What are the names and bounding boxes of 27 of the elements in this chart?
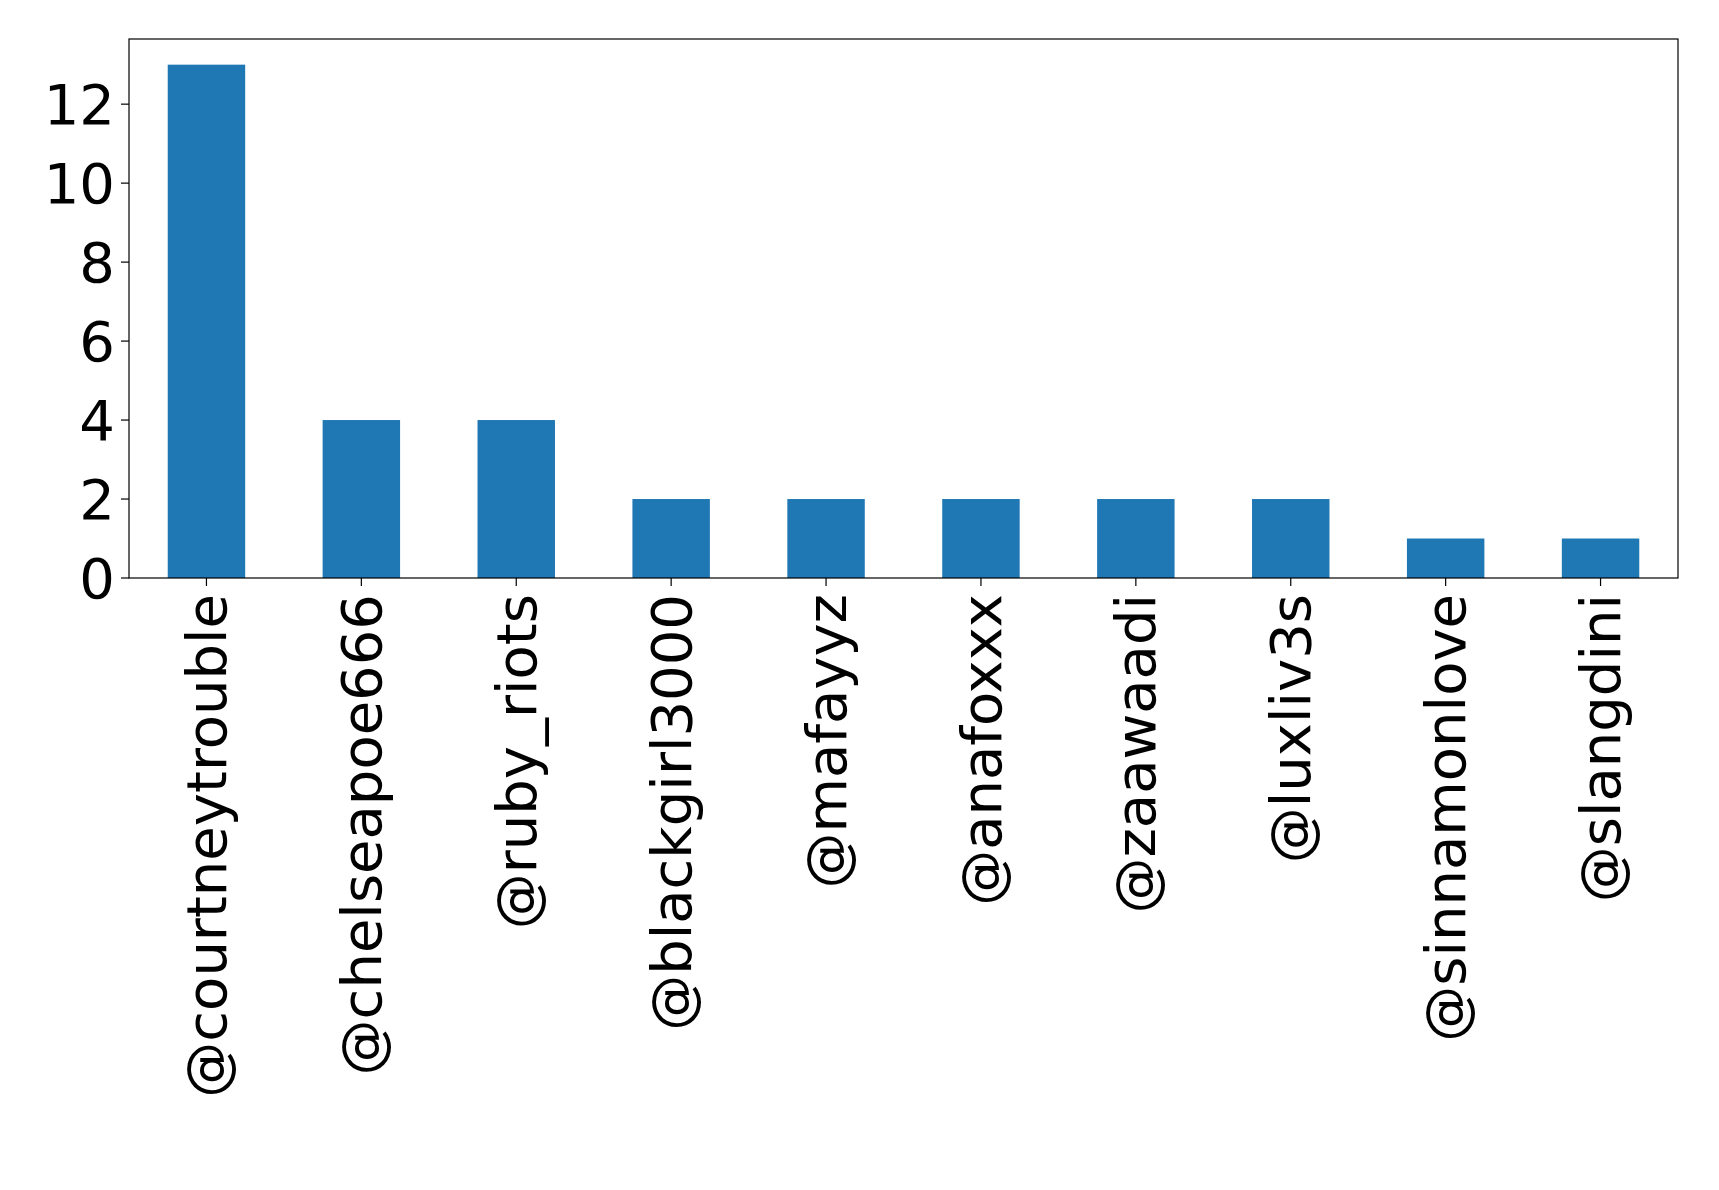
x-tick-label: @anafoxxx bbox=[948, 594, 1014, 906]
y-tick-label: 8 bbox=[79, 229, 115, 295]
bar bbox=[1406, 538, 1485, 578]
x-tick-label: @slangdini bbox=[1568, 594, 1634, 903]
bar bbox=[167, 64, 246, 578]
x-tick-label: @luxliv3s bbox=[1258, 594, 1324, 864]
x-tick-label: @chelseapoe666 bbox=[328, 594, 394, 1076]
x-tick-label: @courtneytrouble bbox=[174, 594, 240, 1098]
x-tick-label: @sinnamonlove bbox=[1413, 594, 1479, 1042]
y-tick-label: 6 bbox=[79, 308, 115, 374]
bar bbox=[1097, 499, 1175, 578]
x-tick-label: @ruby_riots bbox=[483, 594, 549, 930]
y-tick-label: 0 bbox=[79, 545, 115, 611]
bar bbox=[787, 499, 865, 578]
bar bbox=[1252, 499, 1330, 578]
y-tick-label: 12 bbox=[43, 71, 115, 137]
y-tick-label: 4 bbox=[79, 387, 115, 453]
bar bbox=[322, 420, 401, 578]
bar bbox=[1561, 538, 1640, 578]
x-tick-label: @zaawaadi bbox=[1103, 594, 1169, 914]
x-tick-label: @blackgirl3000 bbox=[638, 594, 704, 1031]
bar bbox=[632, 499, 710, 578]
y-tick-label: 10 bbox=[43, 150, 115, 216]
y-tick-label: 2 bbox=[79, 466, 115, 532]
x-tick-label: @mafayyz bbox=[793, 594, 859, 889]
bar bbox=[942, 499, 1020, 578]
bar bbox=[477, 420, 555, 578]
